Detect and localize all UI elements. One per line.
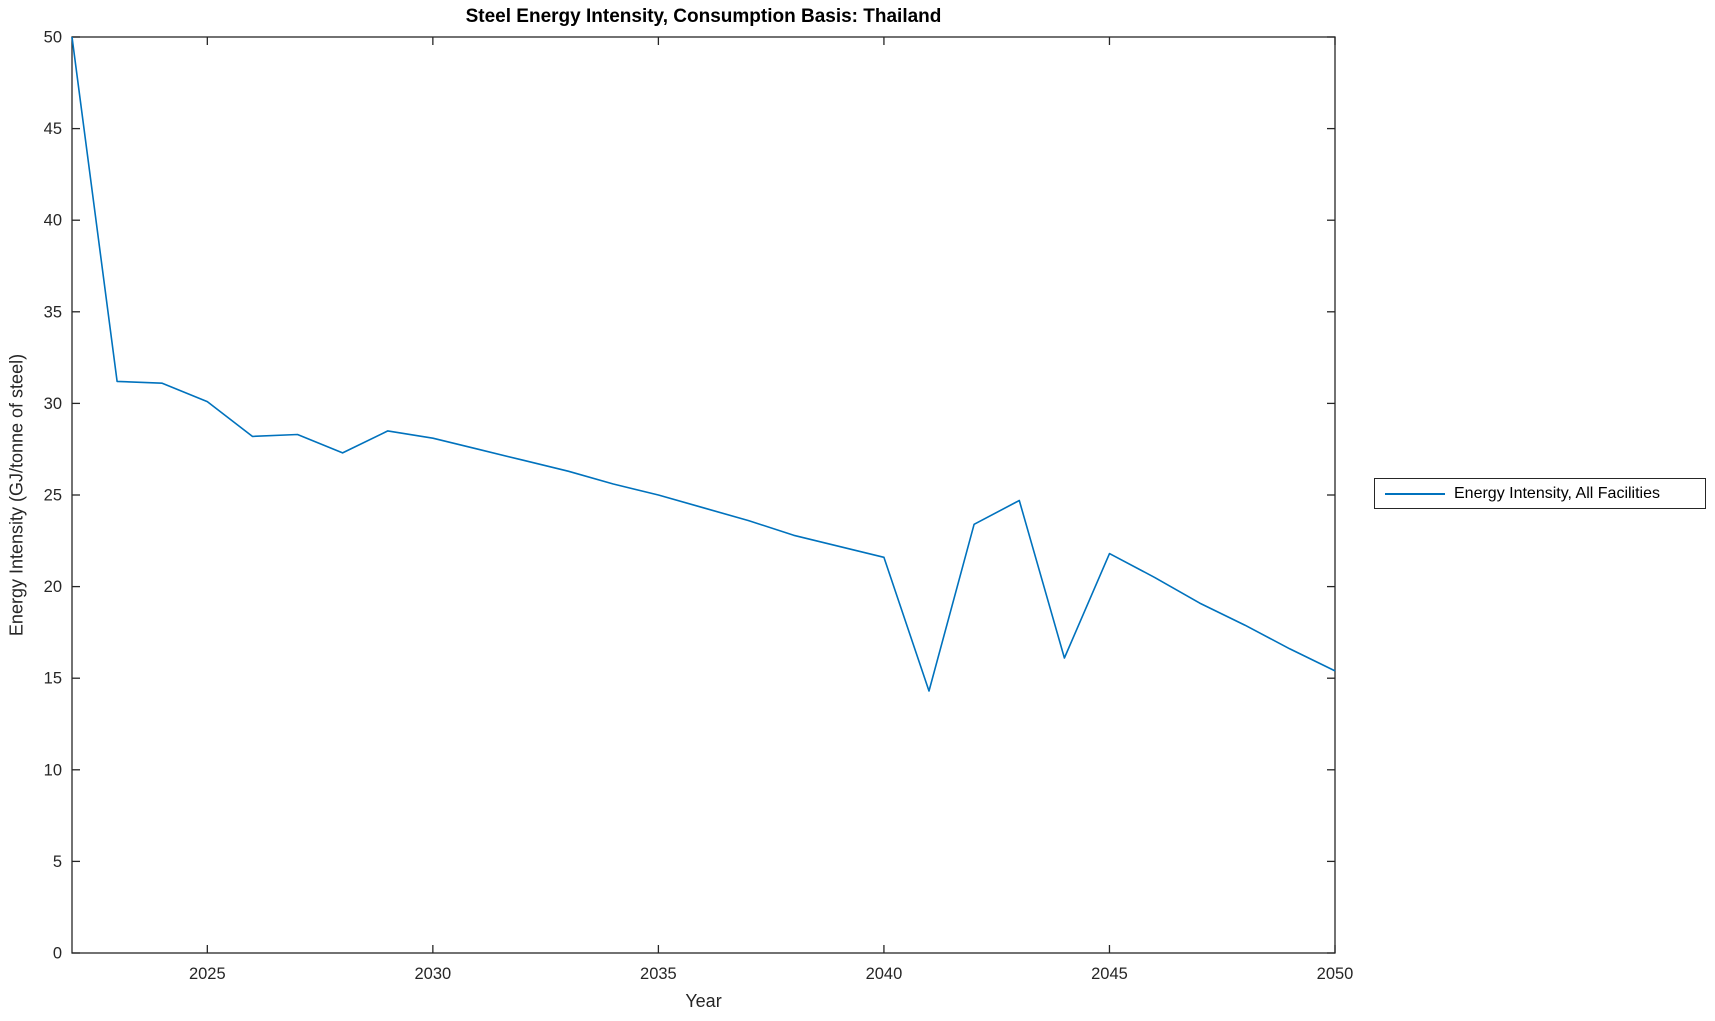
legend-line-sample [1385, 492, 1445, 495]
x-tick-label: 2040 [866, 965, 903, 983]
y-tick-label: 0 [53, 945, 62, 963]
x-axis-label: Year [685, 991, 722, 1011]
y-tick-label: 40 [44, 212, 62, 230]
x-tick-label: 2045 [1091, 965, 1128, 983]
x-tick-label: 2030 [414, 965, 451, 983]
x-tick-label: 2035 [640, 965, 677, 983]
energy-intensity-line [71, 36, 1336, 692]
y-tick-label: 50 [44, 29, 62, 47]
x-tick-label: 2025 [189, 965, 226, 983]
y-tick-label: 15 [44, 670, 62, 688]
legend: Energy Intensity, All Facilities [1374, 478, 1706, 509]
y-tick-label: 5 [53, 853, 62, 871]
y-tick-label: 35 [44, 303, 62, 321]
chart-title: Steel Energy Intensity, Consumption Basi… [465, 6, 942, 27]
y-tick-label: 20 [44, 578, 62, 596]
legend-label: Energy Intensity, All Facilities [1454, 484, 1661, 502]
x-tick-label: 2050 [1317, 965, 1354, 983]
plot-frame [71, 36, 1336, 954]
y-tick-label: 30 [44, 395, 62, 413]
y-tick-label: 45 [44, 120, 62, 138]
y-tick-label: 10 [44, 761, 62, 779]
y-tick-label: 25 [44, 487, 62, 505]
